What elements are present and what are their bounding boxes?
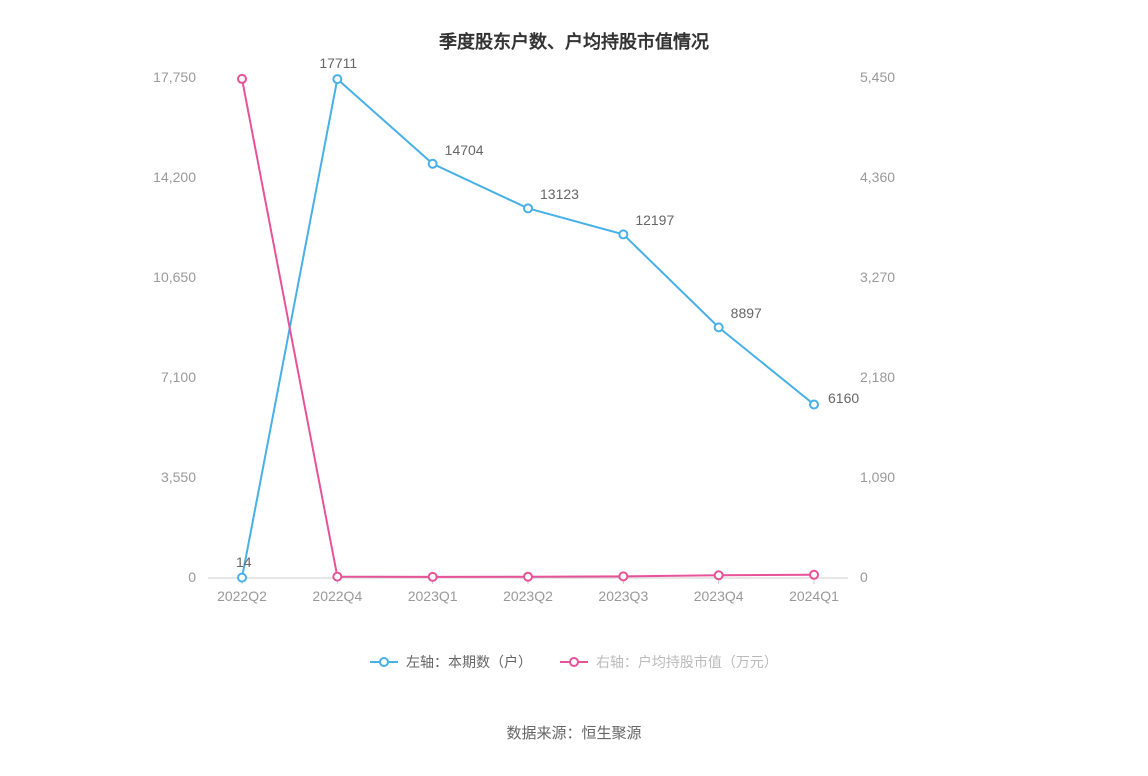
- y-right-tick-label: 5,450: [860, 69, 895, 85]
- legend-label-right: 右轴：户均持股市值（万元）: [596, 652, 778, 672]
- chart-svg: [208, 78, 848, 598]
- legend-item-left[interactable]: 左轴：本期数（户）: [370, 652, 532, 672]
- data-source: 数据来源：恒生聚源: [0, 722, 1148, 743]
- chart-title: 季度股东户数、户均持股市值情况: [0, 0, 1148, 54]
- x-tick-label: 2023Q1: [403, 588, 463, 604]
- data-point-label: 17711: [319, 55, 357, 71]
- y-left-tick-label: 14,200: [153, 169, 196, 185]
- y-left-tick-label: 10,650: [153, 269, 196, 285]
- plot-area: [208, 78, 848, 578]
- legend-marker-left: [370, 655, 398, 669]
- data-point-label: 12197: [635, 212, 674, 228]
- legend-label-left: 左轴：本期数（户）: [406, 652, 532, 672]
- y-left-tick-label: 0: [188, 569, 196, 585]
- x-tick-label: 2023Q4: [689, 588, 749, 604]
- data-point-label: 6160: [828, 390, 859, 406]
- y-right-tick-label: 0: [860, 569, 868, 585]
- y-right-tick-label: 1,090: [860, 469, 895, 485]
- data-point-label: 13123: [540, 186, 579, 202]
- y-right-tick-label: 3,270: [860, 269, 895, 285]
- legend: 左轴：本期数（户） 右轴：户均持股市值（万元）: [0, 652, 1148, 672]
- y-left-tick-label: 7,100: [161, 369, 196, 385]
- y-left-tick-label: 3,550: [161, 469, 196, 485]
- data-point-label: 14: [236, 554, 252, 570]
- x-tick-label: 2023Q2: [498, 588, 558, 604]
- x-tick-label: 2022Q2: [212, 588, 272, 604]
- x-tick-label: 2022Q4: [307, 588, 367, 604]
- y-right-tick-label: 2,180: [860, 369, 895, 385]
- y-right-tick-label: 4,360: [860, 169, 895, 185]
- data-point-label: 14704: [445, 142, 484, 158]
- legend-item-right[interactable]: 右轴：户均持股市值（万元）: [560, 652, 778, 672]
- y-left-tick-label: 17,750: [153, 69, 196, 85]
- x-tick-label: 2024Q1: [784, 588, 844, 604]
- x-tick-label: 2023Q3: [593, 588, 653, 604]
- data-point-label: 8897: [731, 305, 762, 321]
- legend-marker-right: [560, 655, 588, 669]
